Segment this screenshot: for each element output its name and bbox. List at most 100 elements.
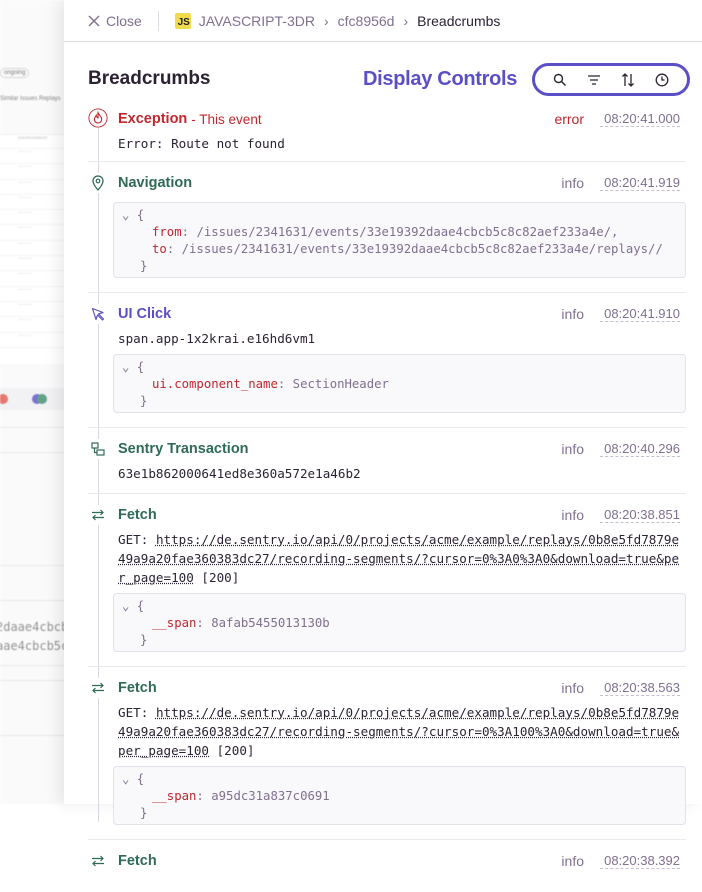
crumb-message: GET: https://de.sentry.io/api/0/projects… xyxy=(118,703,686,760)
crumb-timestamp[interactable]: 08:20:38.563 xyxy=(600,681,680,696)
sort-icon[interactable] xyxy=(619,71,637,89)
display-controls-label: Display Controls xyxy=(363,68,517,91)
crumb-level: info xyxy=(561,680,584,696)
chevron-right-icon: › xyxy=(403,13,408,29)
javascript-icon: JS xyxy=(175,13,191,29)
collapse-toggle[interactable]: ⌄ { xyxy=(122,359,677,376)
table-row: ········ xyxy=(0,302,70,317)
table-row: ········ xyxy=(0,241,70,256)
breadcrumb-item: Fetch info 08:20:38.392 xyxy=(88,848,686,884)
data-value: SectionHeader xyxy=(293,377,389,391)
status-pill: ongoing xyxy=(0,68,29,78)
transaction-icon xyxy=(88,439,108,459)
crumb-data: ⌄ { __span: 8afab5455013130b } xyxy=(113,593,686,652)
divider xyxy=(158,11,159,31)
divider xyxy=(0,600,70,601)
table-row: ········ xyxy=(0,149,70,164)
cursor-icon xyxy=(88,304,108,324)
swap-arrows-icon xyxy=(88,505,108,525)
crumb-data: ⌄ { __span: a95dc31a837c0691 } xyxy=(113,766,686,825)
divider xyxy=(0,565,70,566)
collapse-toggle[interactable]: ⌄ { xyxy=(122,207,677,224)
breadcrumb-event[interactable]: cfc8956d xyxy=(338,13,395,29)
divider xyxy=(0,735,70,736)
background-table: ENVIRONMENT ········ ········ ········ ····… xyxy=(0,134,70,364)
table-row: ········ xyxy=(0,225,70,240)
crumb-timestamp[interactable]: 08:20:41.910 xyxy=(600,307,680,322)
http-status: [200] xyxy=(217,743,255,758)
crumb-timestamp[interactable]: 08:20:38.392 xyxy=(600,854,680,869)
data-value: 8afab5455013130b xyxy=(211,616,329,630)
breadcrumb-item: Fetch info 08:20:38.851 GET: https://de.se… xyxy=(88,502,686,667)
chevron-right-icon: › xyxy=(324,13,329,29)
crumb-data: ⌄ { ui.component_name: SectionHeader } xyxy=(113,354,686,413)
data-key: from xyxy=(152,225,182,239)
crumb-title: Exception xyxy=(118,111,187,127)
table-row: ········ xyxy=(0,333,70,348)
clock-icon[interactable] xyxy=(653,71,671,89)
swap-arrows-icon xyxy=(88,851,108,871)
collapse-toggle[interactable]: ⌄ { xyxy=(122,598,677,615)
table-row: ········ xyxy=(0,195,70,210)
drawer-header: Close JS JAVASCRIPT-3DR › cfc8956d › Bre… xyxy=(64,0,702,42)
crumb-title: Fetch xyxy=(118,853,157,869)
data-value: /issues/2341631/events/33e19392daae4cbcb… xyxy=(182,242,663,256)
table-header: ENVIRONMENT xyxy=(0,135,70,149)
crumb-title: Fetch xyxy=(118,680,157,696)
fire-icon xyxy=(88,108,108,128)
divider xyxy=(0,427,70,428)
table-row: ········ xyxy=(0,287,70,302)
title-bar: Breadcrumbs Display Controls xyxy=(64,42,702,116)
breadcrumb-item: Exception - This event error 08:20:41.000 E… xyxy=(88,106,686,162)
breadcrumb-item: Navigation info 08:20:41.919 ⌄ { from: /is… xyxy=(88,170,686,293)
request-url-link[interactable]: https://de.sentry.io/api/0/projects/acme… xyxy=(118,705,679,758)
data-value: a95dc31a837c0691 xyxy=(211,789,329,803)
crumb-timestamp[interactable]: 08:20:38.851 xyxy=(600,508,680,523)
swap-arrows-icon xyxy=(88,678,108,698)
crumb-message: 63e1b862000641ed8e360a572e1a46b2 xyxy=(118,464,686,483)
breadcrumb-item: Sentry Transaction info 08:20:40.296 63e1b… xyxy=(88,436,686,494)
data-key: __span xyxy=(152,616,196,630)
table-row: ········ xyxy=(0,256,70,271)
close-label: Close xyxy=(106,13,142,29)
crumb-level: info xyxy=(561,441,584,457)
crumb-level: info xyxy=(561,507,584,523)
http-method: GET: xyxy=(118,705,148,720)
crumb-data: ⌄ { from: /issues/2341631/events/33e1939… xyxy=(113,202,686,278)
search-icon[interactable] xyxy=(551,71,569,89)
crumb-title: Fetch xyxy=(118,507,157,523)
page-title: Breadcrumbs xyxy=(88,68,211,90)
data-key: ui.component_name xyxy=(152,377,278,391)
crumb-level: info xyxy=(561,853,584,869)
filter-icon[interactable] xyxy=(585,71,603,89)
table-row: ········ xyxy=(0,180,70,195)
crumb-level: error xyxy=(554,111,584,127)
timeline-dot xyxy=(37,394,47,404)
location-pin-icon xyxy=(88,173,108,193)
table-row: ········ xyxy=(0,210,70,225)
crumb-message: Error: Route not found xyxy=(118,134,686,153)
crumb-timestamp[interactable]: 08:20:41.919 xyxy=(600,176,680,191)
http-status: [200] xyxy=(201,570,239,585)
data-value: /issues/2341631/events/33e19392daae4cbcb… xyxy=(196,225,618,239)
crumb-subtitle: - This event xyxy=(191,112,261,127)
breadcrumb-item: UI Click info 08:20:41.910 span.app-1x2kra… xyxy=(88,301,686,428)
divider xyxy=(0,452,70,453)
divider xyxy=(0,665,70,666)
breadcrumb-item: Fetch info 08:20:38.563 GET: https://de.se… xyxy=(88,675,686,840)
breadcrumb-current: Breadcrumbs xyxy=(417,13,500,29)
crumb-title: UI Click xyxy=(118,306,171,322)
background-page: ongoing Similar Issues Replays ENVIRONME… xyxy=(0,0,70,804)
crumb-title: Navigation xyxy=(118,175,192,191)
collapse-toggle[interactable]: ⌄ { xyxy=(122,771,677,788)
data-key: __span xyxy=(152,789,196,803)
table-row: ········ xyxy=(0,271,70,286)
background-text: 2daae4cbcb aae4cbcb5c xyxy=(0,618,68,656)
crumb-timestamp[interactable]: 08:20:41.000 xyxy=(600,112,680,127)
crumb-message: span.app-1x2krai.e16hd6vm1 xyxy=(118,329,686,348)
crumb-level: info xyxy=(561,175,584,191)
crumb-timestamp[interactable]: 08:20:40.296 xyxy=(600,442,680,457)
breadcrumb-project[interactable]: JAVASCRIPT-3DR xyxy=(199,13,315,29)
close-icon xyxy=(88,15,100,27)
close-button[interactable]: Close xyxy=(88,13,142,29)
